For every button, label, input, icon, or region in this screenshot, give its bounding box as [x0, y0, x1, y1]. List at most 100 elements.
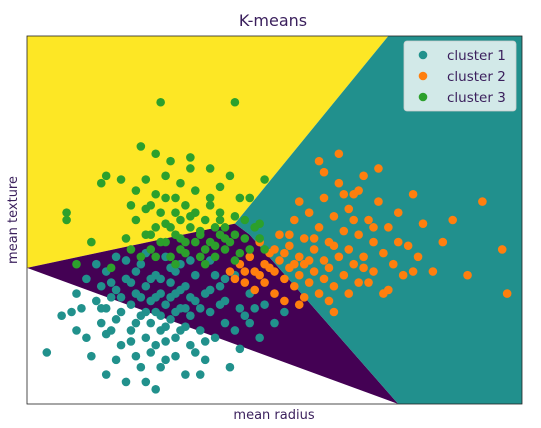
data-point	[384, 285, 393, 295]
data-point	[369, 237, 378, 247]
data-point	[195, 252, 205, 262]
data-point	[136, 252, 146, 262]
data-point	[339, 189, 349, 199]
data-point	[319, 274, 329, 284]
data-point	[215, 281, 225, 291]
data-point	[161, 355, 170, 365]
data-point	[290, 281, 299, 291]
data-point	[210, 333, 220, 343]
data-point	[101, 329, 111, 339]
data-point	[210, 270, 220, 280]
legend: cluster 1 cluster 2 cluster 3	[403, 40, 517, 112]
data-point	[294, 270, 304, 280]
data-point	[146, 200, 156, 210]
data-point	[260, 245, 269, 254]
data-point	[166, 156, 175, 166]
data-point	[230, 256, 240, 265]
data-point	[215, 208, 225, 217]
data-point	[354, 186, 363, 195]
data-point	[82, 274, 91, 284]
data-point	[280, 307, 289, 317]
data-point	[72, 326, 81, 335]
data-point	[111, 252, 121, 262]
data-point	[250, 304, 259, 313]
data-point	[181, 248, 190, 258]
plot-frame	[26, 35, 523, 405]
data-point	[329, 307, 339, 317]
data-point	[339, 226, 349, 236]
data-point	[57, 311, 66, 320]
data-point	[161, 171, 170, 181]
legend-label-cluster-2: cluster 2	[447, 69, 506, 85]
data-point	[280, 274, 289, 284]
data-point	[384, 223, 393, 232]
data-point	[131, 267, 141, 276]
data-point	[255, 234, 264, 243]
data-point	[156, 97, 165, 107]
data-point	[131, 186, 141, 195]
data-point	[106, 263, 116, 273]
data-point	[195, 304, 205, 313]
data-point	[156, 311, 165, 320]
legend-marker-cluster-3	[418, 92, 428, 102]
data-point	[334, 178, 344, 188]
data-point	[502, 289, 512, 298]
data-point	[364, 278, 373, 287]
data-point	[354, 230, 363, 240]
x-axis-label: mean radius	[233, 408, 314, 423]
data-point	[166, 315, 175, 324]
legend-box	[403, 40, 517, 112]
data-point	[116, 307, 126, 317]
data-point	[309, 267, 319, 276]
data-point	[171, 307, 180, 317]
data-point	[200, 337, 210, 346]
data-point	[235, 248, 245, 258]
data-point	[319, 193, 329, 203]
data-point	[463, 270, 472, 280]
data-point	[191, 270, 200, 280]
data-point	[96, 318, 106, 328]
data-point	[448, 215, 458, 225]
data-point	[42, 348, 52, 357]
data-point	[428, 267, 438, 276]
data-point	[96, 281, 106, 291]
data-point	[126, 300, 136, 309]
data-point	[141, 230, 151, 240]
data-point	[131, 351, 141, 361]
data-point	[205, 285, 215, 295]
data-point	[116, 292, 126, 302]
data-point	[294, 252, 304, 262]
data-point	[205, 307, 215, 317]
data-point	[359, 171, 368, 181]
data-point	[290, 215, 299, 225]
data-point	[478, 197, 487, 206]
data-point	[418, 219, 428, 228]
data-point	[181, 322, 190, 332]
data-point	[235, 344, 245, 354]
data-point	[77, 304, 86, 313]
data-point	[186, 212, 195, 221]
data-point	[156, 208, 165, 217]
data-point	[215, 300, 225, 309]
data-point	[304, 278, 314, 287]
data-point	[275, 256, 284, 265]
data-point	[344, 204, 354, 214]
data-point	[245, 252, 255, 262]
data-point	[92, 296, 101, 306]
data-point	[116, 340, 126, 350]
data-point	[265, 263, 274, 273]
data-point	[393, 237, 403, 247]
data-point	[200, 355, 210, 365]
data-point	[136, 292, 146, 302]
legend-marker-cluster-2	[418, 71, 428, 81]
data-point	[389, 259, 398, 269]
data-point	[151, 189, 160, 199]
data-point	[319, 167, 329, 177]
data-point	[220, 274, 230, 284]
data-point	[294, 197, 304, 206]
legend-label-cluster-1: cluster 1	[447, 48, 506, 64]
data-point	[82, 333, 91, 343]
data-point	[240, 278, 250, 287]
data-point	[329, 241, 339, 251]
data-point	[195, 370, 205, 379]
